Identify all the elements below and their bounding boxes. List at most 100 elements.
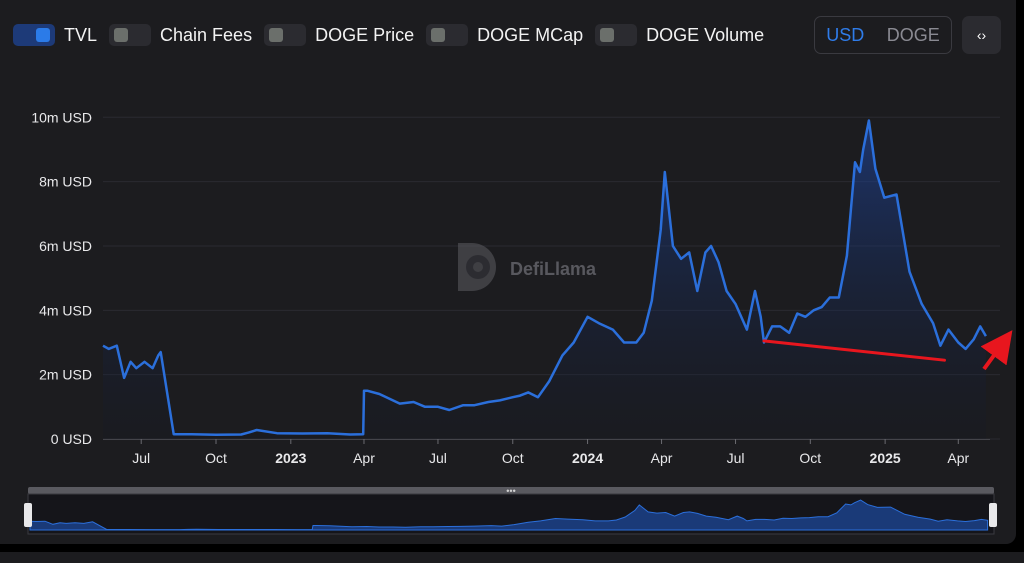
tvl-point — [895, 193, 899, 197]
x-tick-label: Oct — [799, 450, 821, 466]
switch[interactable] — [13, 24, 55, 46]
tvl-point — [275, 431, 279, 435]
switch[interactable] — [109, 24, 152, 46]
tvl-point — [634, 340, 638, 344]
tvl-point — [938, 344, 942, 348]
embed-button[interactable]: ‹› — [962, 16, 1001, 54]
tvl-point — [745, 328, 749, 332]
tvl-point — [931, 321, 935, 325]
tvl-point — [518, 394, 522, 398]
tvl-point — [101, 344, 105, 348]
x-tick-label: Oct — [502, 450, 524, 466]
tvl-point — [129, 360, 133, 364]
brush-grip-icon: ••• — [506, 486, 515, 496]
llama-logo-icon — [458, 243, 496, 291]
tvl-point — [412, 400, 416, 404]
tvl-point — [956, 340, 960, 344]
tvl-point — [853, 160, 857, 164]
tvl-point — [300, 432, 304, 436]
tvl-point — [861, 147, 865, 151]
toggle-label: Chain Fees — [160, 24, 253, 45]
toggle-doge-price[interactable]: DOGE Price — [264, 24, 414, 46]
tvl-point — [586, 315, 590, 319]
tvl-point — [473, 403, 477, 407]
tvl-point — [845, 254, 849, 258]
tvl-point — [597, 321, 601, 325]
switch-knob — [114, 28, 129, 42]
tvl-point — [716, 260, 720, 264]
x-tick-label: Apr — [947, 450, 969, 466]
y-tick-label: 10m USD — [31, 109, 92, 125]
tvl-point — [659, 228, 663, 232]
series-toggles: TVL Chain Fees DOGE Price DOGE MCap DOGE… — [13, 22, 776, 48]
x-tick-label: 2024 — [572, 450, 603, 466]
currency-usd-option[interactable]: USD — [826, 24, 865, 45]
tvl-line — [102, 119, 987, 437]
currency-doge-option[interactable]: DOGE — [886, 24, 940, 45]
tvl-point — [486, 400, 490, 404]
tvl-point — [964, 347, 968, 351]
switch[interactable] — [264, 24, 307, 46]
range-brush[interactable]: ••• — [24, 486, 997, 535]
tvl-point — [695, 289, 699, 293]
tvl-area — [103, 120, 986, 439]
tvl-point — [622, 340, 626, 344]
y-tick-label: 2m USD — [39, 367, 92, 383]
toggle-tvl[interactable]: TVL — [13, 24, 97, 46]
watermark: DefiLlama — [458, 243, 597, 291]
brush-bar[interactable] — [28, 487, 994, 494]
x-axis: Jul Oct 2023 Apr Jul Oct 2024 Apr Jul Oct 2025 Apr — [103, 439, 990, 466]
tvl-point — [172, 432, 176, 436]
switch[interactable] — [426, 24, 469, 46]
tvl-point — [972, 337, 976, 341]
tvl-point — [436, 405, 440, 409]
toggle-chain-fees[interactable]: Chain Fees — [109, 24, 252, 46]
tvl-point — [820, 305, 824, 309]
bottom-strip — [0, 552, 1024, 563]
tvl-point — [611, 328, 615, 332]
brush-preview-area — [29, 499, 989, 531]
toggle-label: DOGE MCap — [477, 24, 584, 45]
tvl-point — [159, 350, 163, 354]
tvl-point — [734, 302, 738, 306]
tvl-point — [361, 432, 365, 436]
x-tick-label: Apr — [651, 450, 673, 466]
tvl-point — [687, 250, 691, 254]
switch[interactable] — [595, 24, 638, 46]
watermark-text: DefiLlama — [510, 259, 597, 279]
tvl-point — [984, 334, 988, 338]
tvl-point — [770, 324, 774, 328]
tvl-point — [122, 376, 126, 380]
tvl-point — [709, 244, 713, 248]
x-tick-label: Oct — [205, 450, 227, 466]
y-tick-label: 0 USD — [51, 431, 92, 447]
tvl-point — [759, 315, 763, 319]
tvl-point — [703, 250, 707, 254]
brush-left-handle[interactable] — [24, 503, 32, 527]
tvl-point — [107, 347, 111, 351]
tvl-point — [882, 196, 886, 200]
tvl-point — [978, 324, 982, 328]
brush-right-handle[interactable] — [989, 503, 997, 527]
tvl-point — [134, 366, 138, 370]
tvl-point — [498, 398, 502, 402]
tvl-point — [255, 428, 259, 432]
tvl-point — [348, 432, 352, 436]
x-tick-label: 2025 — [870, 450, 901, 466]
tvl-point — [663, 170, 667, 174]
tvl-point — [947, 328, 951, 332]
tvl-point — [190, 432, 194, 436]
code-icon: ‹› — [976, 27, 987, 43]
tvl-point — [858, 170, 862, 174]
toggle-doge-volume[interactable]: DOGE Volume — [595, 24, 764, 46]
currency-selector: USD DOGE — [814, 16, 952, 54]
up-arrow-icon — [980, 330, 1013, 371]
tvl-point — [526, 390, 530, 394]
y-tick-label: 8m USD — [39, 174, 92, 190]
tvl-point — [151, 366, 155, 370]
toggle-label: TVL — [64, 24, 98, 45]
toggle-doge-mcap[interactable]: DOGE MCap — [426, 24, 583, 46]
tvl-point — [572, 340, 576, 344]
tvl-point — [787, 331, 791, 335]
tvl-point — [547, 379, 551, 383]
